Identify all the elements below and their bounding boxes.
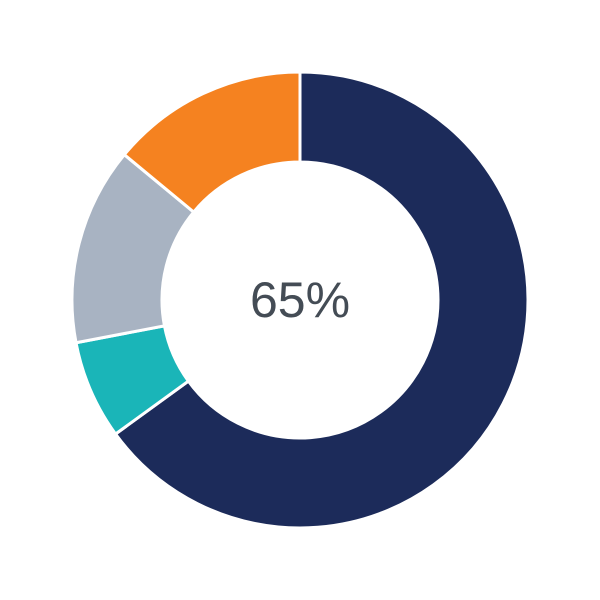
slices xyxy=(70,70,530,530)
center-label: 65% xyxy=(250,272,350,328)
donut-slice-4 xyxy=(122,70,302,215)
donut-slice-1 xyxy=(113,70,530,530)
